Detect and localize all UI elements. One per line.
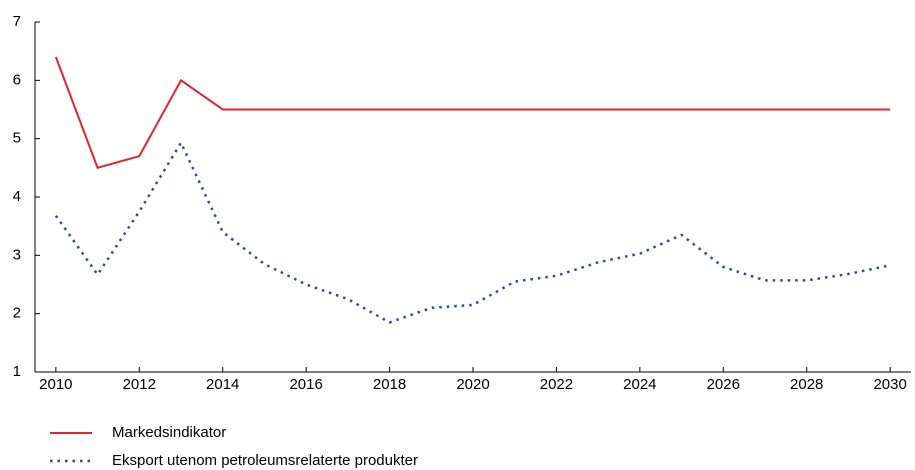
x-tick-label: 2024 bbox=[623, 376, 656, 393]
y-tick-label: 3 bbox=[13, 246, 21, 263]
x-tick-label: 2026 bbox=[707, 376, 740, 393]
legend-label: Eksport utenom petroleumsrelaterte produ… bbox=[112, 452, 418, 469]
y-tick-label: 7 bbox=[13, 13, 21, 30]
y-tick-label: 5 bbox=[13, 130, 21, 147]
x-tick-label: 2014 bbox=[206, 376, 239, 393]
x-tick-label: 2018 bbox=[373, 376, 406, 393]
x-tick-label: 2022 bbox=[540, 376, 573, 393]
y-tick-label: 1 bbox=[13, 363, 21, 380]
series-line bbox=[54, 56, 891, 170]
x-tick-label: 2016 bbox=[289, 376, 322, 393]
y-tick-label: 2 bbox=[13, 305, 21, 322]
x-tick-label: 2012 bbox=[123, 376, 156, 393]
x-tick-label: 2020 bbox=[456, 376, 489, 393]
y-tick-label: 4 bbox=[13, 188, 21, 205]
x-tick-label: 2010 bbox=[39, 376, 72, 393]
y-tick-label: 6 bbox=[13, 71, 21, 88]
x-tick-label: 2028 bbox=[790, 376, 823, 393]
series-line bbox=[54, 140, 891, 324]
legend-label: Markedsindikator bbox=[112, 424, 226, 441]
x-tick-label: 2030 bbox=[873, 376, 906, 393]
